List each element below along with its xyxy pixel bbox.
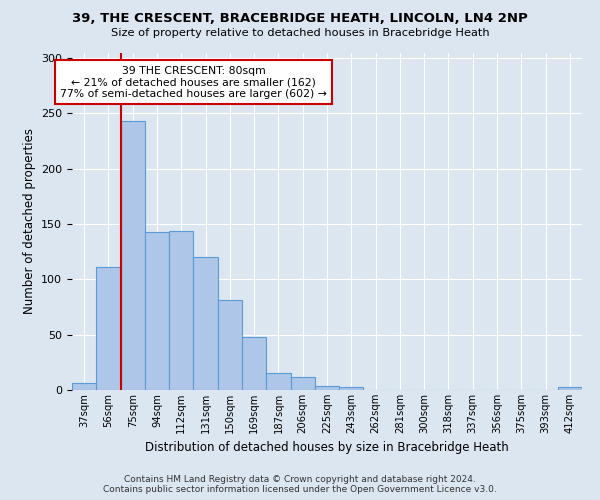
Text: Size of property relative to detached houses in Bracebridge Heath: Size of property relative to detached ho… — [110, 28, 490, 38]
Bar — [242, 337, 266, 390]
Bar — [121, 121, 145, 390]
Bar — [72, 384, 96, 390]
Bar — [96, 267, 121, 390]
Bar — [339, 386, 364, 390]
Text: 39 THE CRESCENT: 80sqm
← 21% of detached houses are smaller (162)
77% of semi-de: 39 THE CRESCENT: 80sqm ← 21% of detached… — [60, 66, 327, 99]
Text: Contains HM Land Registry data © Crown copyright and database right 2024.
Contai: Contains HM Land Registry data © Crown c… — [103, 474, 497, 494]
Bar — [169, 230, 193, 390]
Bar — [558, 386, 582, 390]
Y-axis label: Number of detached properties: Number of detached properties — [23, 128, 35, 314]
Bar — [290, 376, 315, 390]
Bar — [315, 386, 339, 390]
Bar — [266, 374, 290, 390]
Bar — [218, 300, 242, 390]
Bar — [193, 257, 218, 390]
Bar — [145, 232, 169, 390]
X-axis label: Distribution of detached houses by size in Bracebridge Heath: Distribution of detached houses by size … — [145, 442, 509, 454]
Text: 39, THE CRESCENT, BRACEBRIDGE HEATH, LINCOLN, LN4 2NP: 39, THE CRESCENT, BRACEBRIDGE HEATH, LIN… — [72, 12, 528, 26]
